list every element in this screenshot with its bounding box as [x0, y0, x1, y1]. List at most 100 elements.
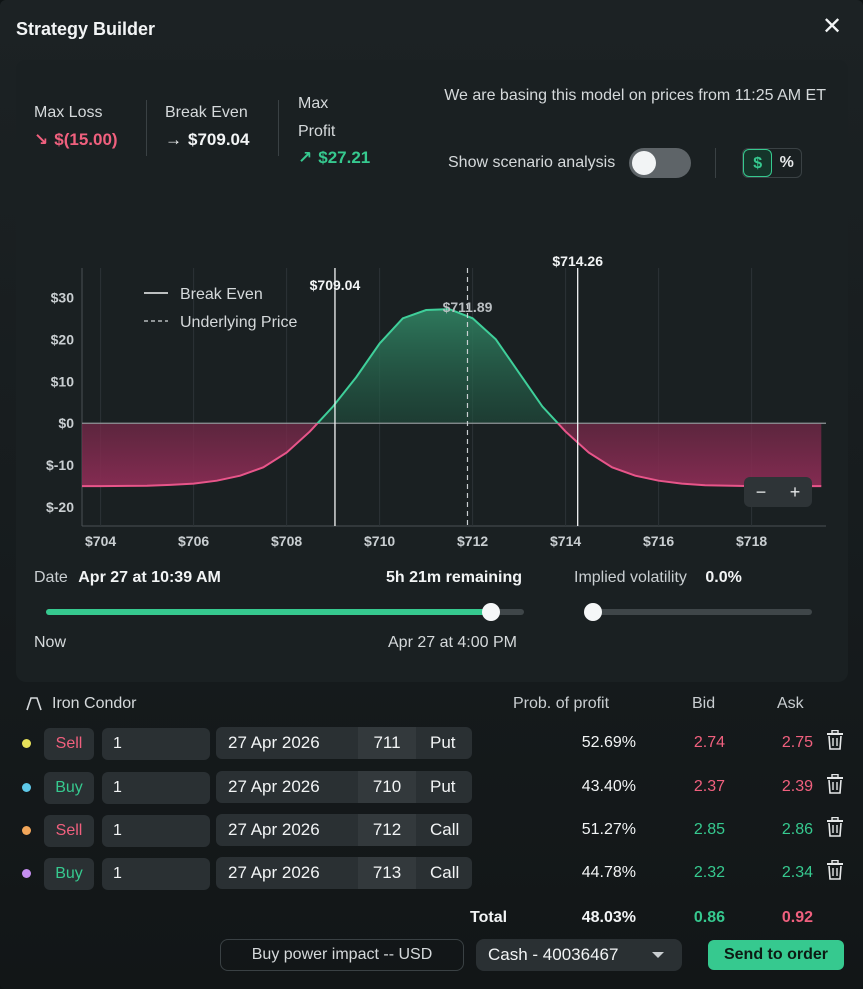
leg-row: Buy 1 27 Apr 2026 713 Call 44.78% 2.32 2.34 — [0, 857, 863, 891]
strategy-title: Iron Condor — [26, 695, 137, 713]
strategy-name: Iron Condor — [52, 695, 137, 712]
leg-quantity-input[interactable]: 1 — [102, 858, 210, 890]
zoom-in-button[interactable]: + — [789, 482, 801, 502]
leg-ask: 2.86 — [781, 821, 813, 838]
leg-prob-of-profit: 51.27% — [581, 821, 636, 838]
break-even-label: $714.26 — [552, 253, 603, 269]
chevron-down-icon — [652, 952, 664, 958]
stat-divider — [278, 100, 279, 156]
total-prob: 48.03% — [581, 909, 636, 926]
send-to-order-button[interactable]: Send to order — [708, 940, 844, 970]
trash-icon[interactable] — [826, 817, 844, 837]
leg-option-type: Put — [430, 777, 456, 796]
x-tick-label: $710 — [364, 533, 395, 549]
legend-break-even: Break Even — [180, 286, 263, 303]
x-tick-label: $716 — [643, 533, 674, 549]
leg-prob-of-profit: 43.40% — [581, 778, 636, 795]
profit-area — [317, 309, 558, 424]
x-tick-label: $704 — [85, 533, 116, 549]
payoff-chart: $704 $706 $708 $710 $712 $714 $716 $718 $30 $20 $1… — [46, 253, 826, 549]
x-tick-label: $712 — [457, 533, 488, 549]
date-label: Date — [34, 569, 68, 586]
leg-quantity-input[interactable]: 1 — [102, 815, 210, 847]
trash-icon[interactable] — [826, 860, 844, 880]
payoff-line-loss — [82, 423, 822, 488]
y-tick-label: $30 — [51, 289, 75, 305]
scenario-label: Show scenario analysis — [448, 154, 616, 171]
total-ask: 0.92 — [781, 909, 813, 926]
y-tick-label: $-20 — [46, 499, 74, 515]
leg-side-button[interactable]: Sell — [44, 815, 94, 847]
date-slider-fill — [46, 609, 491, 615]
leg-expiry: 27 Apr 2026 — [228, 733, 320, 752]
leg-strike: 710 — [358, 771, 416, 803]
leg-prob-of-profit: 52.69% — [581, 734, 636, 751]
leg-contract-selector[interactable]: 27 Apr 2026 712 Call — [216, 814, 472, 846]
leg-row: Sell 1 27 Apr 2026 712 Call 51.27% 2.85 2.86 — [0, 814, 863, 848]
leg-option-type: Put — [430, 733, 456, 752]
date-slider[interactable] — [46, 603, 524, 621]
volatility-row: Implied volatility 0.0% — [574, 569, 742, 587]
stat-divider — [146, 100, 147, 156]
scenario-row: Show scenario analysis $ % — [448, 148, 803, 178]
y-tick-label: $-10 — [46, 457, 74, 473]
leg-row: Buy 1 27 Apr 2026 710 Put 43.40% 2.37 2.39 — [0, 771, 863, 805]
buy-power-impact: Buy power impact -- USD — [220, 939, 464, 971]
leg-expiry: 27 Apr 2026 — [228, 777, 320, 796]
leg-contract-selector[interactable]: 27 Apr 2026 710 Put — [216, 771, 472, 803]
leg-quantity-input[interactable]: 1 — [102, 772, 210, 804]
leg-ask: 2.34 — [781, 864, 813, 881]
model-panel: Max Loss ↘ $(15.00) Break Even → $709.04… — [16, 60, 848, 682]
zoom-out-button[interactable]: − — [755, 482, 767, 502]
leg-side-button[interactable]: Sell — [44, 728, 94, 760]
leg-bid: 2.32 — [693, 864, 725, 881]
volatility-slider[interactable] — [584, 603, 812, 621]
scenario-toggle[interactable] — [629, 148, 692, 178]
x-tick-label: $718 — [736, 533, 767, 549]
leg-color-dot — [22, 869, 31, 878]
time-remaining: 5h 21m remaining — [386, 569, 523, 586]
unit-dollar-button[interactable]: $ — [743, 149, 773, 177]
leg-expiry: 27 Apr 2026 — [228, 820, 320, 839]
leg-row: Sell 1 27 Apr 2026 711 Put 52.69% 2.74 2.75 — [0, 727, 863, 761]
break-even-value: $709.04 — [188, 130, 250, 149]
leg-bid: 2.74 — [693, 734, 725, 751]
legs-header: Iron Condor Prob. of profit Bid Ask — [0, 695, 863, 715]
leg-contract-selector[interactable]: 27 Apr 2026 711 Put — [216, 727, 472, 759]
trash-icon[interactable] — [826, 774, 844, 794]
break-even-label: Break Even — [165, 104, 248, 121]
unit-percent-button[interactable]: % — [779, 154, 794, 171]
account-select[interactable]: Cash - 40036467 — [476, 939, 682, 971]
legend-underlying-price: Underlying Price — [180, 314, 297, 331]
window-title: Strategy Builder — [16, 19, 156, 39]
arrow-down-right-icon: ↘ — [34, 130, 49, 149]
leg-color-dot — [22, 826, 31, 835]
leg-quantity-input[interactable]: 1 — [102, 728, 210, 760]
max-loss-value: $(15.00) — [54, 130, 118, 149]
ask-column-header: Ask — [777, 695, 804, 712]
leg-bid: 2.85 — [693, 821, 725, 838]
total-label: Total — [470, 909, 508, 926]
break-even-stat: Break Even → $709.04 — [165, 104, 249, 150]
max-profit-value: $27.21 — [318, 148, 371, 167]
leg-color-dot — [22, 739, 31, 748]
leg-option-type: Call — [430, 863, 460, 882]
date-slider-handle[interactable] — [481, 603, 500, 621]
leg-ask: 2.39 — [781, 778, 813, 795]
trash-icon[interactable] — [826, 730, 844, 750]
volatility-slider-handle[interactable] — [584, 603, 602, 621]
y-tick-label: $10 — [51, 373, 75, 389]
max-loss-stat: Max Loss ↘ $(15.00) — [34, 104, 118, 150]
condor-icon — [26, 697, 42, 711]
close-icon[interactable]: ✕ — [821, 13, 843, 40]
payoff-line-profit — [316, 308, 560, 424]
leg-side-button[interactable]: Buy — [44, 858, 94, 890]
y-tick-label: $20 — [51, 331, 75, 347]
leg-strike: 711 — [358, 727, 416, 759]
account-value: Cash - 40036467 — [488, 945, 619, 964]
leg-side-button[interactable]: Buy — [44, 772, 94, 804]
leg-contract-selector[interactable]: 27 Apr 2026 713 Call — [216, 857, 472, 889]
leg-prob-of-profit: 44.78% — [581, 864, 636, 881]
divider — [715, 148, 717, 178]
